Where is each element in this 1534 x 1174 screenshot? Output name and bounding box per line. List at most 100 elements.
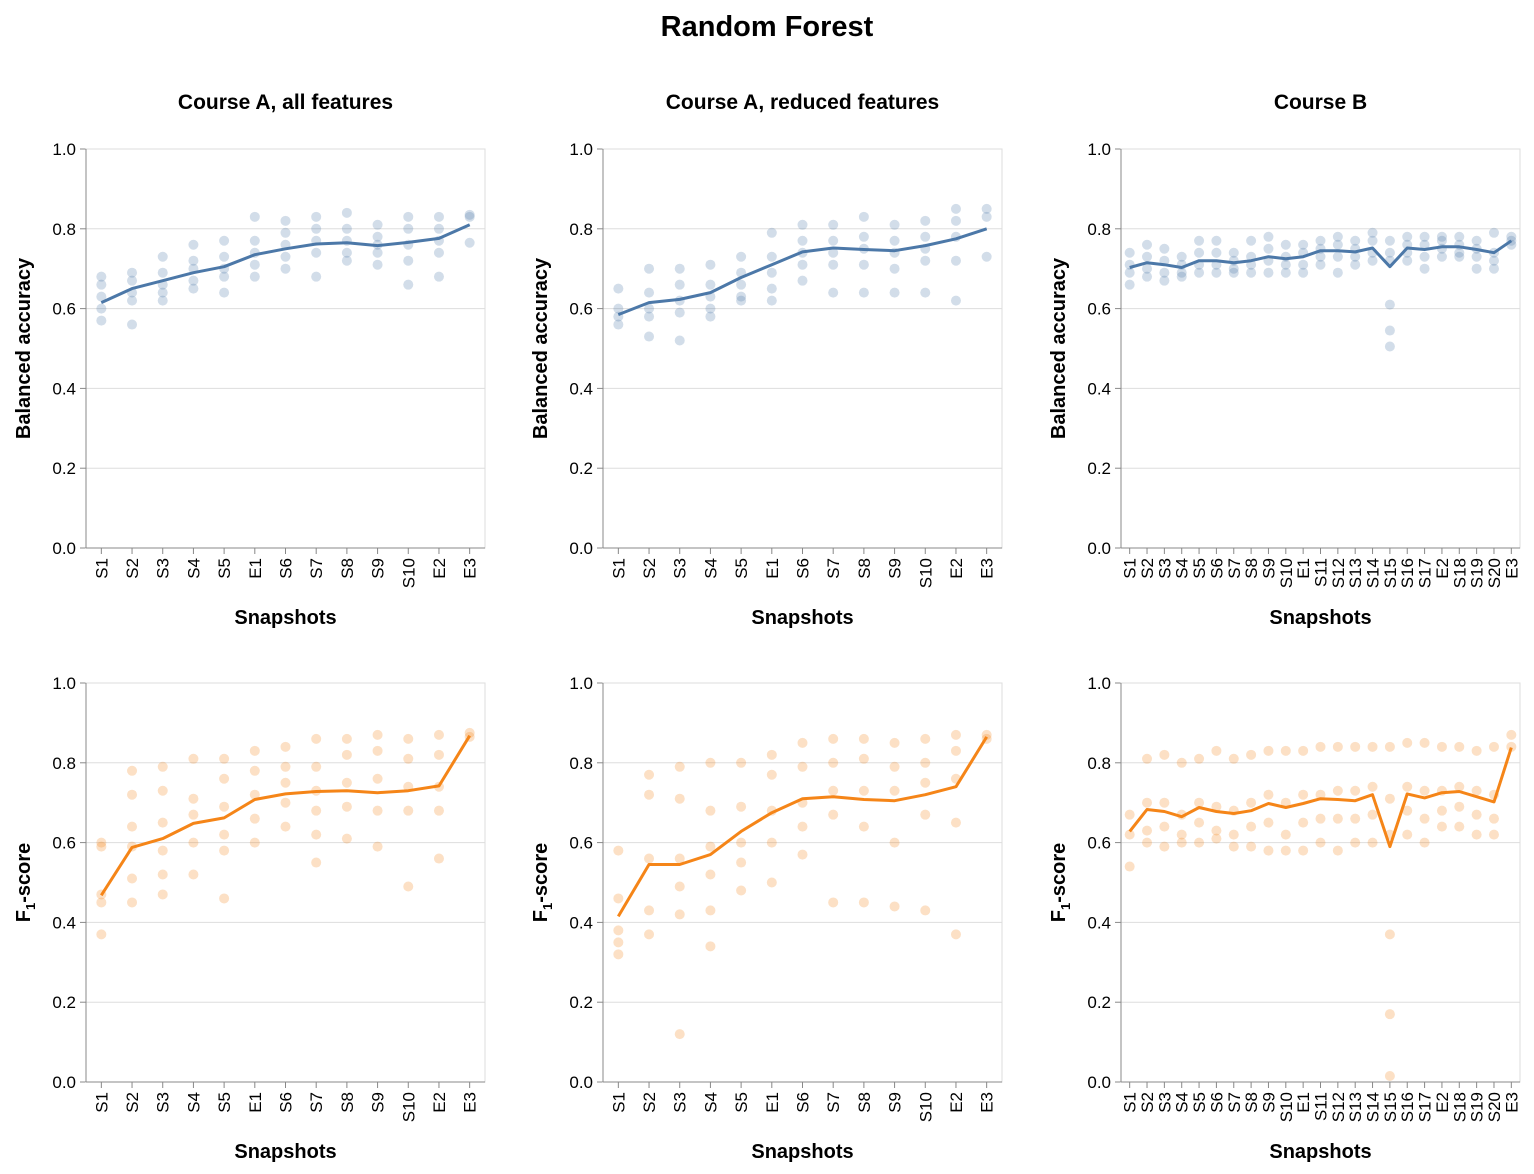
run-point	[674, 307, 685, 318]
run-point	[96, 291, 107, 302]
run-point	[341, 777, 352, 788]
run-point	[1159, 821, 1170, 832]
run-point	[1488, 263, 1499, 274]
x-tick-label: S6	[277, 1092, 296, 1113]
x-tick-label: S4	[701, 1092, 720, 1113]
run-point	[188, 793, 199, 804]
run-point	[1350, 813, 1361, 824]
mean-line	[100, 223, 471, 304]
x-tick-label: S6	[794, 558, 813, 579]
run-point	[705, 259, 716, 270]
run-point	[674, 909, 685, 920]
run-point	[280, 263, 291, 274]
run-point	[157, 785, 168, 796]
run-point	[1436, 235, 1447, 246]
x-tick-label: S2	[1138, 558, 1157, 579]
y-tick-label: 0.6	[569, 300, 593, 319]
run-point	[950, 745, 961, 756]
run-point	[828, 235, 839, 246]
y-tick-label: 0.6	[569, 834, 593, 853]
run-point	[705, 805, 716, 816]
run-point	[920, 215, 931, 226]
run-point	[1246, 749, 1257, 760]
run-point	[1142, 251, 1153, 262]
x-tick-label: E1	[1294, 558, 1313, 579]
run-point	[403, 753, 414, 764]
run-point	[1315, 789, 1326, 800]
y-tick-label: 0.0	[1087, 1073, 1111, 1092]
run-point	[950, 729, 961, 740]
x-tick-label: S8	[338, 1092, 357, 1113]
run-point	[1246, 267, 1257, 278]
x-tick-label: S17	[1416, 1092, 1435, 1122]
run-point	[705, 841, 716, 852]
run-point	[249, 211, 260, 222]
run-point	[674, 1029, 685, 1040]
run-point	[736, 885, 747, 896]
run-point	[127, 267, 138, 278]
run-point	[1315, 235, 1326, 246]
y-axis-label: F1-score	[1048, 843, 1073, 922]
x-tick-label: S2	[640, 558, 659, 579]
run-point	[1419, 837, 1430, 848]
run-point	[1280, 259, 1291, 270]
run-point	[433, 805, 444, 816]
x-tick-label: S7	[307, 1092, 326, 1113]
x-tick-label: S8	[1242, 1092, 1261, 1113]
run-point	[1246, 841, 1257, 852]
run-point	[981, 203, 992, 214]
run-point	[1159, 267, 1170, 278]
run-point	[433, 749, 444, 760]
run-point	[1332, 231, 1343, 242]
run-point	[644, 311, 655, 322]
run-point	[1298, 789, 1309, 800]
y-axis-label: Balanced accuracy	[530, 257, 552, 439]
x-tick-label: S12	[1329, 558, 1348, 588]
x-tick-label: S19	[1468, 1092, 1487, 1122]
y-tick-label: 0.0	[52, 539, 76, 558]
run-point	[920, 733, 931, 744]
x-tick-label: S8	[855, 558, 874, 579]
run-point	[433, 211, 444, 222]
run-point	[311, 211, 322, 222]
run-point	[950, 203, 961, 214]
run-point	[280, 777, 291, 788]
run-point	[1263, 845, 1274, 856]
run-point	[858, 211, 869, 222]
run-point	[1506, 729, 1517, 740]
run-point	[127, 873, 138, 884]
run-point	[1124, 809, 1135, 820]
run-point	[1194, 753, 1205, 764]
run-point	[828, 733, 839, 744]
run-point	[858, 897, 869, 908]
x-tick-label: S15	[1381, 1092, 1400, 1122]
run-point	[858, 821, 869, 832]
run-point	[1367, 235, 1378, 246]
run-point	[157, 845, 168, 856]
run-point	[1384, 299, 1395, 310]
run-point	[1211, 247, 1222, 258]
run-point	[1471, 251, 1482, 262]
y-tick-label: 0.2	[569, 993, 593, 1012]
run-point	[1263, 231, 1274, 242]
run-point	[1332, 239, 1343, 250]
x-tick-label: S7	[824, 558, 843, 579]
x-tick-label: S3	[671, 1092, 690, 1113]
x-tick-label: S12	[1329, 1092, 1348, 1122]
x-tick-label: S2	[123, 1092, 142, 1113]
run-point	[1454, 231, 1465, 242]
run-point	[96, 271, 107, 282]
y-tick-label: 0.8	[52, 220, 76, 239]
x-tick-label: S6	[277, 558, 296, 579]
run-point	[1367, 837, 1378, 848]
x-tick-label: S4	[1173, 1092, 1192, 1113]
x-tick-label: E1	[763, 558, 782, 579]
y-tick-label: 0.4	[1087, 379, 1111, 398]
run-point	[1384, 741, 1395, 752]
run-point	[1454, 781, 1465, 792]
run-point	[372, 231, 383, 242]
run-point	[1315, 259, 1326, 270]
run-point	[644, 287, 655, 298]
run-point	[1402, 737, 1413, 748]
y-tick-label: 0.0	[52, 1073, 76, 1092]
